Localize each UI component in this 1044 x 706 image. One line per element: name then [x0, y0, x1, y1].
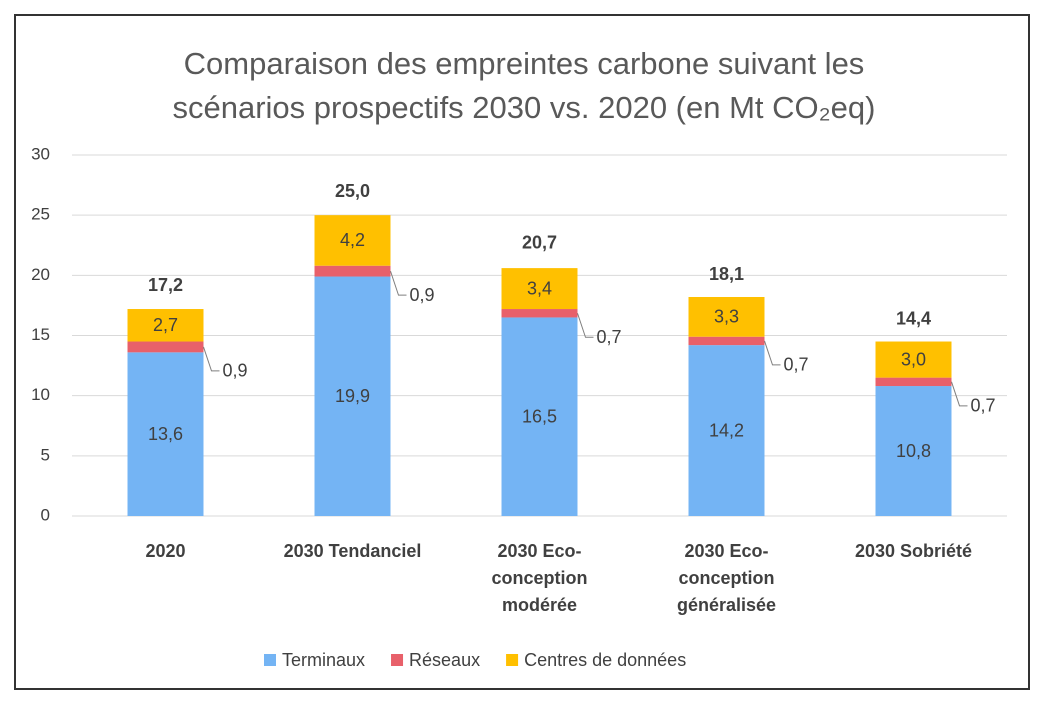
x-tick-label: 2020 — [145, 541, 186, 561]
bar-segment — [875, 341, 952, 378]
bar-segment — [501, 309, 578, 318]
data-label: 13,6 — [148, 424, 183, 444]
total-label: 18,1 — [709, 264, 744, 284]
total-label: 20,7 — [522, 233, 557, 253]
y-tick-label: 25 — [31, 205, 50, 224]
bar-segment — [314, 276, 391, 516]
plot: 0 5 10 15 20 25 30 13,6 0,9 2,7 17,2 19,9 0,9 4,2 25,0… — [31, 144, 1007, 670]
bar-segment — [314, 265, 391, 277]
legend-label: Réseaux — [409, 650, 480, 670]
data-label: 2,7 — [153, 315, 178, 335]
data-label: 0,7 — [971, 396, 996, 416]
data-label: 19,9 — [335, 386, 370, 406]
legend-swatch — [506, 654, 519, 666]
data-label: 3,4 — [527, 278, 552, 298]
leader-line — [203, 346, 220, 372]
bar-segment — [875, 377, 952, 387]
leader-line — [577, 313, 594, 338]
data-label: 0,9 — [410, 285, 435, 305]
bar-segment — [688, 296, 765, 337]
data-label: 16,5 — [522, 406, 557, 426]
y-tick-label: 0 — [41, 505, 50, 524]
total-label: 14,4 — [896, 308, 931, 328]
x-tick-label: 2030 Tendanciel — [283, 541, 422, 561]
total-label: 25,0 — [335, 181, 370, 201]
y-tick-label: 30 — [31, 144, 50, 163]
bar-segment — [688, 345, 765, 516]
legend-swatch — [391, 654, 404, 666]
data-label: 0,9 — [223, 361, 248, 381]
bar-segment — [688, 336, 765, 346]
data-label: 14,2 — [709, 420, 744, 440]
bar-segment — [501, 317, 578, 516]
bar-segment — [875, 386, 952, 516]
legend-label: Centres de données — [524, 650, 686, 670]
y-tick-label: 15 — [31, 325, 50, 344]
y-tick-label: 20 — [31, 265, 50, 284]
legend-swatch — [264, 654, 276, 666]
bar-segment — [314, 215, 391, 266]
bar-segment — [127, 341, 204, 353]
bar-segment — [127, 309, 204, 342]
x-tick-label: 2030 Sobriété — [854, 541, 973, 561]
data-label: 0,7 — [784, 355, 809, 375]
data-label: 4,2 — [340, 230, 365, 250]
total-label: 17,2 — [148, 275, 183, 295]
leader-line — [390, 270, 407, 296]
data-label: 3,0 — [901, 349, 926, 369]
leader-line — [951, 381, 968, 407]
chart: Comparaison des empreintes carbone suiva… — [14, 14, 1030, 690]
chart-title: Comparaison des empreintes carbone suiva… — [172, 46, 876, 125]
data-label: 10,8 — [896, 441, 931, 461]
y-tick-label: 10 — [31, 385, 50, 404]
data-label: 0,7 — [597, 327, 622, 347]
legend-label: Terminaux — [282, 650, 365, 670]
bar-segment — [127, 352, 204, 516]
data-label: 3,3 — [714, 307, 739, 327]
legend: Terminaux Réseaux Centres de données — [264, 650, 686, 670]
y-tick-label: 5 — [41, 445, 50, 464]
x-tick-label: 2030 Eco- conception modérée — [491, 541, 588, 615]
leader-line — [764, 340, 781, 366]
bar-segment — [501, 268, 578, 310]
x-tick-label: 2030 Eco- conception généralisée — [676, 541, 777, 615]
